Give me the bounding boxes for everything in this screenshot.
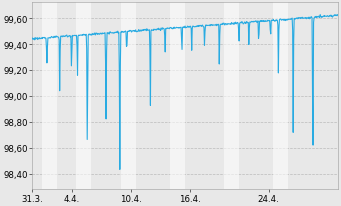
Bar [121, 4, 136, 190]
Bar [76, 4, 91, 190]
Bar [42, 4, 57, 190]
Bar [273, 4, 288, 190]
Bar [224, 4, 239, 190]
Bar [170, 4, 185, 190]
